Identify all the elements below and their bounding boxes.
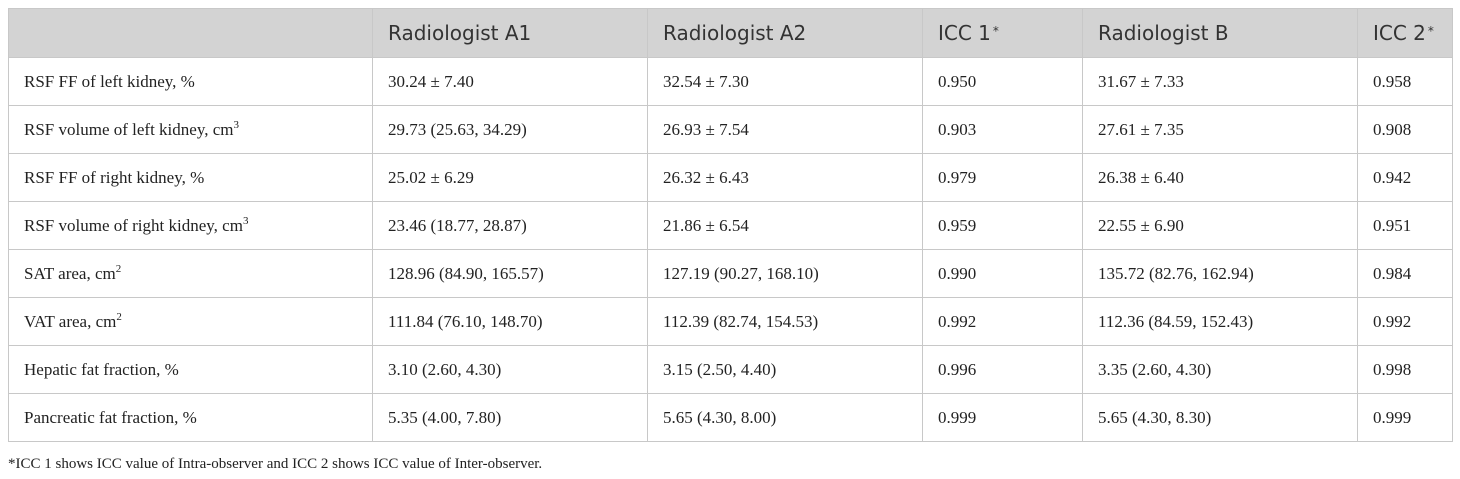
table-cell: 3.10 (2.60, 4.30) xyxy=(372,345,648,394)
header-row: Radiologist A1 Radiologist A2 ICC 1 * Radiol… xyxy=(8,8,1453,58)
table-cell: 112.39 (82.74, 154.53) xyxy=(647,297,923,346)
table-cell: 127.19 (90.27, 168.10) xyxy=(647,249,923,298)
unit-exponent: 3 xyxy=(233,119,240,131)
column-header-label: Radiologist B xyxy=(1098,21,1229,45)
table-cell: 27.61 ± 7.35 xyxy=(1082,105,1358,154)
table-cell: 22.55 ± 6.90 xyxy=(1082,201,1358,250)
table-cell: 0.999 xyxy=(1357,393,1453,442)
table-cell: 0.958 xyxy=(1357,57,1453,106)
table-cell: 30.24 ± 7.40 xyxy=(372,57,648,106)
table-cell: 111.84 (76.10, 148.70) xyxy=(372,297,648,346)
table-cell: 0.950 xyxy=(922,57,1083,106)
row-label-cell: Hepatic fat fraction, % xyxy=(8,345,373,394)
table-row: Pancreatic fat fraction, % 5.35 (4.00, 7.… xyxy=(8,393,1453,442)
table-cell: 5.65 (4.30, 8.00) xyxy=(647,393,923,442)
table-cell: 26.93 ± 7.54 xyxy=(647,105,923,154)
table-cell: 135.72 (82.76, 162.94) xyxy=(1082,249,1358,298)
table-row: SAT area, cm2 128.96 (84.90, 165.57) 127.1… xyxy=(8,249,1453,298)
table-row: Hepatic fat fraction, % 3.10 (2.60, 4.30)… xyxy=(8,345,1453,394)
row-label: RSF FF of left kidney, % xyxy=(24,71,195,91)
table-cell: 0.951 xyxy=(1357,201,1453,250)
table-cell: 31.67 ± 7.33 xyxy=(1082,57,1358,106)
table-cell: 0.996 xyxy=(922,345,1083,394)
row-label: RSF FF of right kidney, % xyxy=(24,167,205,187)
table-cell: 0.908 xyxy=(1357,105,1453,154)
row-label: SAT area, cm xyxy=(24,264,116,283)
table-row: RSF FF of right kidney, % 25.02 ± 6.29 26.… xyxy=(8,153,1453,202)
table-cell: 3.35 (2.60, 4.30) xyxy=(1082,345,1358,394)
row-label-cell: RSF volume of right kidney, cm3 xyxy=(8,201,373,250)
table-cell: 3.15 (2.50, 4.40) xyxy=(647,345,923,394)
row-label: VAT area, cm xyxy=(24,312,117,331)
table-cell: 26.38 ± 6.40 xyxy=(1082,153,1358,202)
table-cell: 0.999 xyxy=(922,393,1083,442)
row-label: Pancreatic fat fraction, % xyxy=(24,407,197,427)
table-cell: 23.46 (18.77, 28.87) xyxy=(372,201,648,250)
table-cell: 112.36 (84.59, 152.43) xyxy=(1082,297,1358,346)
table-body: RSF FF of left kidney, % 30.24 ± 7.40 32.5… xyxy=(8,57,1453,442)
row-label-cell: RSF FF of left kidney, % xyxy=(8,57,373,106)
table-cell: 0.959 xyxy=(922,201,1083,250)
table-container: Radiologist A1 Radiologist A2 ICC 1 * Radiol… xyxy=(8,8,1453,442)
table-cell: 0.979 xyxy=(922,153,1083,202)
column-header-label: ICC 2 xyxy=(1373,21,1426,45)
table-footnote: *ICC 1 shows ICC value of Intra-observer… xyxy=(8,456,543,472)
row-label: RSF volume of right kidney, cm xyxy=(24,216,243,235)
row-label: RSF volume of left kidney, cm xyxy=(24,120,234,139)
unit-exponent: 2 xyxy=(115,263,122,275)
unit-exponent: 3 xyxy=(242,215,249,227)
table-cell: 32.54 ± 7.30 xyxy=(647,57,923,106)
footnote-mark: * xyxy=(992,24,999,38)
row-label-cell: SAT area, cm2 xyxy=(8,249,373,298)
column-header-4: Radiologist B xyxy=(1082,8,1358,58)
table-cell: 5.65 (4.30, 8.30) xyxy=(1082,393,1358,442)
table-row: RSF FF of left kidney, % 30.24 ± 7.40 32.5… xyxy=(8,57,1453,106)
table-cell: 0.992 xyxy=(1357,297,1453,346)
table-cell: 25.02 ± 6.29 xyxy=(372,153,648,202)
icc-table: Radiologist A1 Radiologist A2 ICC 1 * Radiol… xyxy=(8,8,1453,442)
column-header-label: Radiologist A2 xyxy=(663,21,807,45)
row-label-cell: RSF volume of left kidney, cm3 xyxy=(8,105,373,154)
row-label-cell: RSF FF of right kidney, % xyxy=(8,153,373,202)
row-label-cell: Pancreatic fat fraction, % xyxy=(8,393,373,442)
table-row: RSF volume of right kidney, cm3 23.46 (18… xyxy=(8,201,1453,250)
table-row: VAT area, cm2 111.84 (76.10, 148.70) 112.3… xyxy=(8,297,1453,346)
table-cell: 0.984 xyxy=(1357,249,1453,298)
column-header-1: Radiologist A1 xyxy=(372,8,648,58)
unit-exponent: 2 xyxy=(116,311,122,323)
table-cell: 26.32 ± 6.43 xyxy=(647,153,923,202)
row-label: Hepatic fat fraction, % xyxy=(24,359,179,379)
table-cell: 0.992 xyxy=(922,297,1083,346)
footnote-mark: * xyxy=(1427,24,1434,38)
table-cell: 0.990 xyxy=(922,249,1083,298)
table-cell: 0.942 xyxy=(1357,153,1453,202)
table-cell: 5.35 (4.00, 7.80) xyxy=(372,393,648,442)
column-header-label: Radiologist A1 xyxy=(388,21,532,45)
column-header-2: Radiologist A2 xyxy=(647,8,923,58)
table-cell: 128.96 (84.90, 165.57) xyxy=(372,249,648,298)
column-header-0 xyxy=(8,8,373,58)
table-cell: 29.73 (25.63, 34.29) xyxy=(372,105,648,154)
table-row: RSF volume of left kidney, cm3 29.73 (25.… xyxy=(8,105,1453,154)
table-cell: 21.86 ± 6.54 xyxy=(647,201,923,250)
row-label-cell: VAT area, cm2 xyxy=(8,297,373,346)
table-cell: 0.903 xyxy=(922,105,1083,154)
table-cell: 0.998 xyxy=(1357,345,1453,394)
column-header-label: ICC 1 xyxy=(938,21,991,45)
column-header-5: ICC 2 * xyxy=(1357,8,1453,58)
column-header-3: ICC 1 * xyxy=(922,8,1083,58)
